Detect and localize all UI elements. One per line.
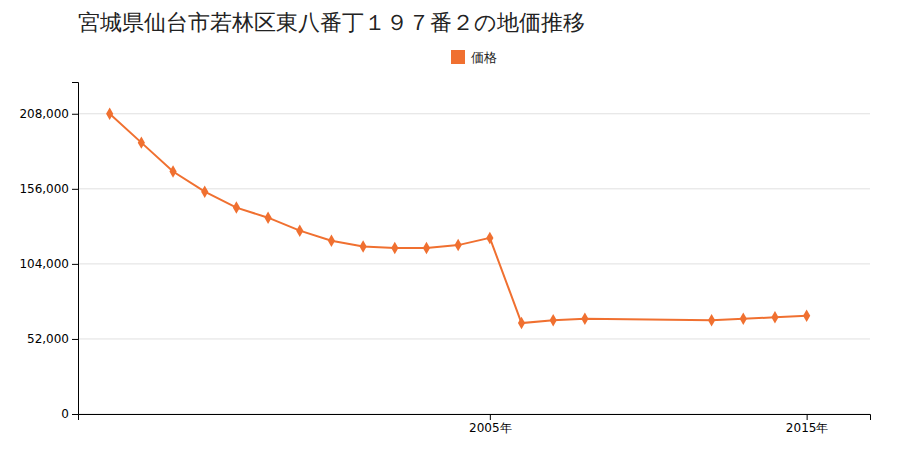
marker [391, 242, 398, 254]
marker [423, 242, 430, 254]
y-tick: 52,000 [27, 332, 78, 346]
chart: 宮城県仙台市若林区東八番丁１９７番２の地価推移 2005年 2015年 0 52,000… [0, 0, 900, 450]
y-tick: 0 [61, 407, 78, 421]
marker [201, 185, 208, 197]
marker [581, 312, 588, 324]
legend-swatch [451, 50, 465, 64]
marker [169, 165, 176, 177]
grid-line [78, 113, 870, 114]
grid-line [78, 188, 870, 189]
title: 宮城県仙台市若林区東八番丁１９７番２の地価推移 [78, 10, 585, 35]
y-tick: 156,000 [19, 182, 78, 196]
y-axis-line [72, 83, 79, 415]
marker [264, 211, 271, 223]
marker [455, 239, 462, 251]
y-tick-label: 156,000 [19, 182, 69, 196]
x-tick-label: 2005年 [469, 421, 512, 435]
y-tick-mark [72, 264, 78, 265]
x-tick: 2005年 [469, 414, 512, 435]
legend-item: 価格 [451, 50, 497, 65]
y-tick-label: 208,000 [19, 107, 69, 121]
marker [771, 311, 778, 323]
marker [106, 108, 113, 120]
grid [78, 114, 870, 414]
marker [233, 201, 240, 213]
marker [486, 232, 493, 244]
legend: 価格 [451, 50, 497, 65]
grid-line [78, 263, 870, 264]
marker [296, 224, 303, 236]
y-tick-label: 0 [61, 407, 69, 421]
marker [138, 136, 145, 148]
y-tick-label: 52,000 [27, 332, 69, 346]
marks [106, 108, 810, 330]
y-tick: 208,000 [19, 107, 78, 121]
marker [803, 310, 810, 322]
plot: 2005年 2015年 0 52,000 104,000 156,000 208,000 [19, 83, 870, 435]
y-tick-mark [72, 114, 78, 115]
y-tick-mark [72, 339, 78, 340]
x-tick-label: 2015年 [786, 421, 829, 435]
x-tick: 2015年 [786, 414, 829, 435]
marker [708, 314, 715, 326]
x-axis-line [79, 415, 871, 421]
y-axis: 0 52,000 104,000 156,000 208,000 [19, 83, 78, 422]
marker [328, 235, 335, 247]
x-tick-mark [490, 414, 491, 420]
marker [740, 312, 747, 324]
line [110, 114, 807, 323]
y-tick-mark [72, 189, 78, 190]
legend-label: 価格 [471, 50, 497, 65]
x-axis: 2005年 2015年 [79, 414, 871, 435]
marker [550, 314, 557, 326]
grid-line [78, 338, 870, 339]
y-tick-label: 104,000 [19, 257, 69, 271]
marker [518, 317, 525, 329]
x-tick-mark [807, 414, 808, 420]
marker [360, 240, 367, 252]
y-tick-mark [72, 414, 78, 415]
y-tick: 104,000 [19, 257, 78, 271]
